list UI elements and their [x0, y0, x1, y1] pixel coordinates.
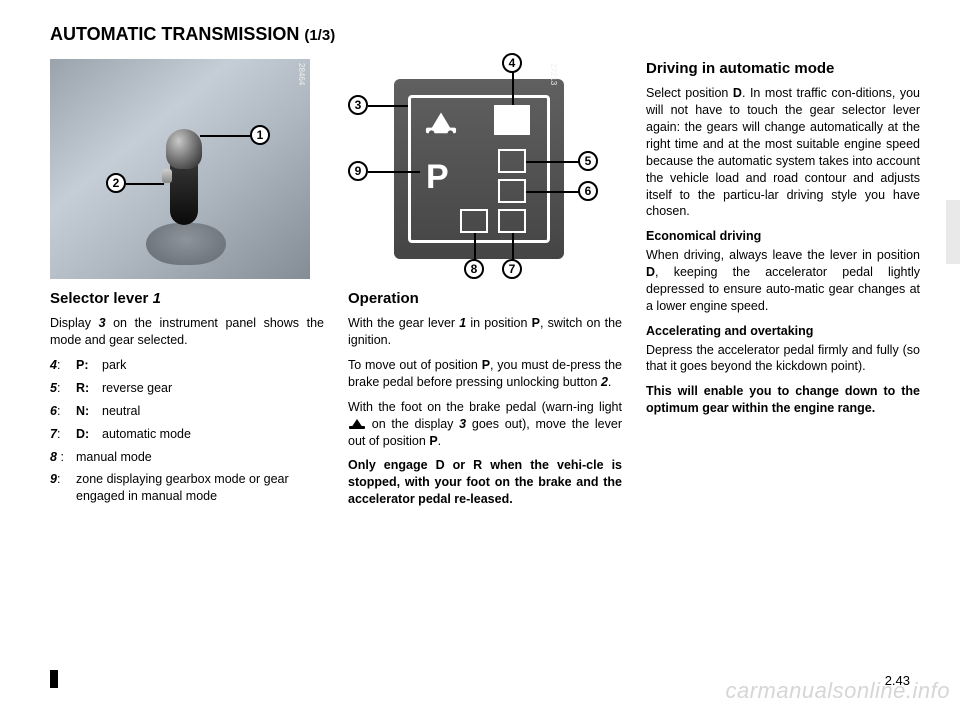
operation-p3: With the foot on the brake pedal (warn-i…	[348, 399, 622, 450]
leader-line	[512, 71, 514, 105]
operation-p2: To move out of position P, you must de-p…	[348, 357, 622, 391]
accel-p1: Depress the accelerator pedal firmly and…	[646, 342, 920, 376]
callout-9: 9	[348, 161, 368, 181]
leader-line	[526, 161, 580, 163]
leader-line	[200, 135, 252, 137]
lever-unlock-button	[162, 169, 172, 183]
leader-line	[526, 191, 580, 193]
watermark: carmanualsonline.info	[725, 678, 950, 704]
list-item: 5: R: reverse gear	[50, 380, 324, 397]
diag-box-7	[498, 209, 526, 233]
lever-plate	[146, 223, 226, 265]
callout-3: 3	[348, 95, 368, 115]
gutter-mark	[50, 670, 58, 688]
section-tab	[946, 200, 960, 264]
leader-line	[126, 183, 164, 185]
diagram-id-label: 27213	[547, 63, 558, 85]
column-1: 28464 1 2 Selector lever 1 Display 3 on …	[50, 59, 324, 516]
operation-heading: Operation	[348, 289, 622, 309]
operation-p1: With the gear lever 1 in position P, swi…	[348, 315, 622, 349]
accel-sub: Accelerating and overtaking	[646, 323, 920, 340]
operation-p4: Only engage D or R when the vehi-cle is …	[348, 457, 622, 508]
title-main: AUTOMATIC TRANSMISSION	[50, 24, 304, 44]
callout-8: 8	[464, 259, 484, 279]
list-item: 4: P: park	[50, 357, 324, 374]
lever-knob	[166, 129, 202, 169]
callout-2: 2	[106, 173, 126, 193]
auto-mode-heading: Driving in automatic mode	[646, 59, 920, 79]
eco-p: When driving, always leave the lever in …	[646, 247, 920, 315]
selector-lever-intro: Display 3 on the instrument panel shows …	[50, 315, 324, 349]
callout-4: 4	[502, 53, 522, 73]
diag-box-8	[460, 209, 488, 233]
diag-box-6	[498, 179, 526, 203]
callout-6: 6	[578, 181, 598, 201]
callout-5: 5	[578, 151, 598, 171]
manual-page: AUTOMATIC TRANSMISSION (1/3) 28464 1 2 S…	[0, 0, 960, 710]
column-2: 27213 P	[348, 59, 622, 516]
list-item: 8 : manual mode	[50, 449, 324, 466]
auto-mode-p1: Select position D. In most traffic con-d…	[646, 85, 920, 220]
accel-p2: This will enable you to change down to t…	[646, 383, 920, 417]
brake-light-icon	[348, 417, 366, 429]
callout-1: 1	[250, 125, 270, 145]
list-item: 9: zone displaying gearbox mode or gear …	[50, 471, 324, 505]
display-diagram: 27213 P	[348, 59, 608, 279]
leader-line	[368, 171, 420, 173]
gear-definition-list: 4: P: park 5: R: reverse gear 6: N: neut…	[50, 357, 324, 505]
list-item: 7: D: automatic mode	[50, 426, 324, 443]
photo-selector-lever: 28464 1 2	[50, 59, 310, 279]
page-title: AUTOMATIC TRANSMISSION (1/3)	[50, 24, 920, 45]
photo-id-label: 28464	[295, 63, 306, 85]
brake-warning-icon	[422, 105, 460, 137]
column-3: Driving in automatic mode Select positio…	[646, 59, 920, 516]
selector-lever-heading: Selector lever 1	[50, 289, 324, 309]
list-item: 6: N: neutral	[50, 403, 324, 420]
title-fraction: (1/3)	[304, 27, 335, 44]
eco-sub: Economical driving	[646, 228, 920, 245]
diag-box-5	[498, 149, 526, 173]
columns: 28464 1 2 Selector lever 1 Display 3 on …	[50, 59, 920, 516]
callout-7: 7	[502, 259, 522, 279]
diag-glyph-p: P	[426, 155, 449, 201]
leader-line	[368, 105, 408, 107]
diag-box-4	[494, 105, 530, 135]
